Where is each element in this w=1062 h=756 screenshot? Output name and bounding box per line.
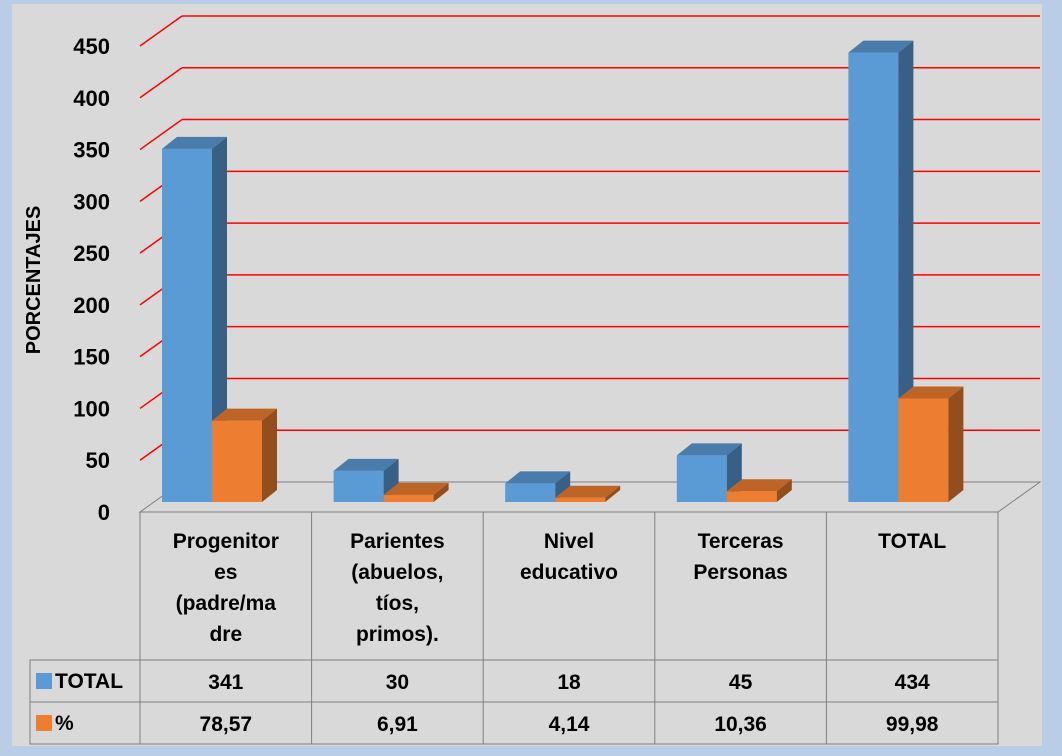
y-tick-label: 400 [73, 86, 110, 111]
category-label: dre [209, 623, 242, 646]
legend-key [36, 715, 52, 731]
data-label: 6,91 [377, 713, 418, 736]
data-label: 99,98 [886, 713, 939, 736]
data-label: 30 [386, 671, 409, 694]
category-label: TOTAL [878, 530, 946, 553]
bar-front [727, 491, 777, 502]
legend-label: TOTAL [55, 670, 123, 693]
category-label: Progenitor [173, 530, 279, 553]
category-label: tíos, [376, 592, 419, 615]
y-axis-label: PORCENTAJES [23, 206, 45, 355]
bar-front [677, 455, 727, 502]
y-tick-label: 150 [73, 345, 110, 370]
category-label: educativo [520, 561, 618, 584]
bar-front [334, 471, 384, 502]
category-label: primos). [356, 623, 439, 646]
bar-front [848, 53, 898, 502]
data-label: 45 [729, 671, 753, 694]
category-label: Nivel [544, 530, 594, 553]
data-label: 10,36 [714, 713, 767, 736]
category-label: Personas [693, 561, 788, 584]
legend-key [36, 673, 52, 689]
bar-side [262, 409, 277, 502]
data-label: 434 [895, 671, 930, 694]
data-label: 4,14 [549, 713, 590, 736]
category-label: (padre/ma [176, 592, 277, 615]
y-tick-label: 250 [73, 241, 110, 266]
data-label: 341 [208, 671, 243, 694]
y-tick-label: 50 [86, 448, 110, 473]
bar-side [948, 386, 963, 502]
data-label: 18 [557, 671, 581, 694]
category-label: Parientes [350, 530, 445, 553]
y-tick-label: 300 [73, 189, 110, 214]
bar-front [384, 495, 434, 502]
bar-front [212, 421, 262, 502]
y-tick-label: 450 [73, 34, 110, 59]
bar-front [555, 498, 605, 502]
bar-front [505, 483, 555, 502]
legend-label: % [55, 712, 74, 735]
bar-front [898, 398, 948, 502]
category-label: (abuelos, [351, 561, 443, 584]
y-tick-label: 0 [98, 500, 110, 525]
bar-front [162, 149, 212, 502]
category-label: es [214, 561, 237, 584]
y-tick-label: 200 [73, 293, 110, 318]
category-label: Terceras [698, 530, 784, 553]
y-tick-label: 350 [73, 138, 110, 163]
y-tick-label: 100 [73, 396, 110, 421]
data-label: 78,57 [200, 713, 253, 736]
